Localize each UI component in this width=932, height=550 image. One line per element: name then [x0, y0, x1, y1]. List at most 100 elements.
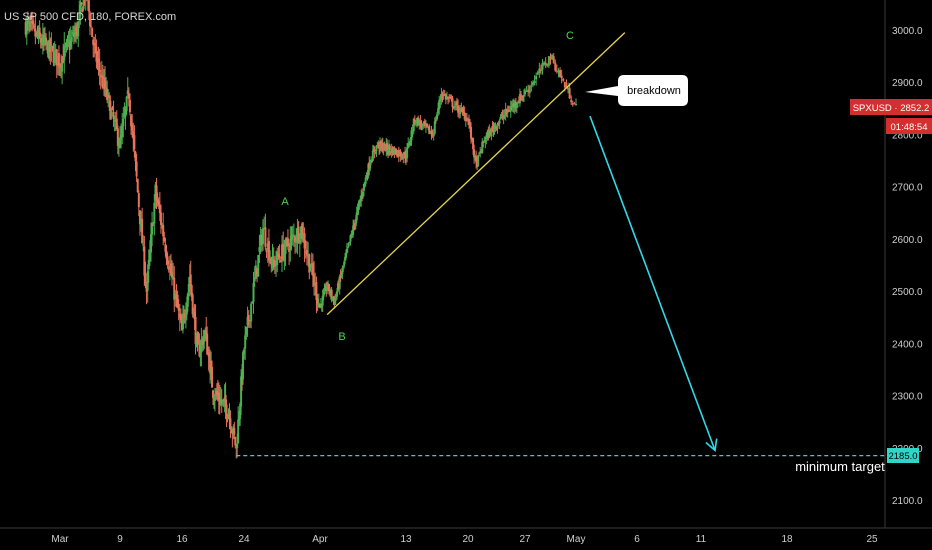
candle-body [248, 320, 251, 322]
candle-body [205, 330, 208, 334]
candle-body [307, 254, 310, 257]
candle-body [462, 111, 465, 113]
candle-body [176, 294, 179, 308]
last-price-tag[interactable]: SPXUSD · 2852.2 01:48:54 [850, 99, 932, 134]
candle-body [336, 291, 339, 297]
target-label: minimum target [795, 459, 885, 474]
candle-body [62, 56, 65, 63]
candle-body [264, 227, 267, 247]
candle-body [517, 101, 520, 103]
candle-body [108, 96, 111, 99]
candle-body [273, 260, 276, 267]
candle-body [279, 260, 282, 262]
candle-body [486, 132, 489, 136]
candle-body [506, 110, 509, 113]
candle-body [315, 282, 318, 301]
candle-body [270, 257, 273, 265]
candle-body [37, 30, 40, 40]
candle-body [327, 283, 330, 292]
candle-body [544, 62, 547, 65]
candle-body [74, 32, 76, 37]
candle-body [54, 49, 57, 53]
candle-body [237, 419, 240, 444]
candle-body [419, 120, 422, 125]
candle-body [211, 367, 214, 388]
candle-body [71, 32, 74, 34]
candle-body [490, 127, 493, 137]
candle-body [347, 242, 350, 247]
candle-body [266, 243, 269, 252]
candle-body [32, 20, 35, 25]
support-trendline[interactable] [326, 32, 626, 316]
candle-body [172, 276, 175, 280]
candle-body [136, 179, 139, 192]
candle-body [142, 244, 145, 246]
candle-body [145, 285, 148, 292]
time-axis[interactable]: Mar 9 16 24 Apr 13 20 27 May 6 11 18 25 [51, 534, 878, 545]
candle-body [69, 39, 72, 48]
time-tick-label: 6 [634, 534, 640, 545]
candle-body [254, 265, 257, 279]
candle-body [386, 143, 389, 151]
candle-body [382, 148, 385, 150]
candle-body [34, 28, 37, 37]
candle-body [519, 94, 522, 101]
candle-body [358, 201, 361, 205]
candle-body [64, 46, 67, 48]
candle-body [122, 118, 125, 127]
candle-body [458, 110, 461, 113]
candle-body [310, 263, 313, 268]
candle-body [80, 2, 83, 5]
candle-body [289, 238, 292, 250]
candle-body [547, 56, 550, 66]
candle-body [98, 62, 101, 72]
time-tick-label: Mar [51, 534, 69, 545]
candle-body [343, 261, 346, 266]
candle-body [35, 31, 38, 34]
candle-body [25, 21, 28, 35]
candle-body [135, 161, 138, 177]
candle-body [533, 80, 536, 84]
candle-body [90, 26, 93, 28]
candle-body [314, 282, 317, 284]
symbol-title[interactable]: US SP 500 CFD, 180, FOREX.com [4, 11, 176, 23]
candle-body [159, 212, 162, 225]
candle-body [424, 124, 427, 127]
candle-body [431, 134, 434, 136]
candlestick-series [24, 0, 577, 459]
candle-body [202, 339, 205, 345]
candle-body [505, 108, 508, 113]
candle-body [375, 145, 378, 152]
candle-body [414, 122, 417, 124]
target-price-tag[interactable]: 2185.0 [887, 448, 919, 463]
candle-body [508, 110, 511, 112]
candle-body [59, 65, 61, 69]
candle-body [141, 218, 144, 244]
candle-body [524, 90, 526, 95]
time-tick-label: 16 [176, 534, 188, 545]
candle-body [99, 74, 102, 78]
candle-body [161, 225, 164, 228]
candle-body [303, 233, 306, 249]
candle-body [467, 118, 469, 122]
candle-body [300, 226, 302, 239]
candle-body [281, 244, 283, 261]
candle-body [461, 108, 464, 112]
last-price-tag-bg [850, 99, 932, 115]
candle-body [263, 228, 266, 230]
time-tick-label: 24 [238, 534, 250, 545]
candle-body [426, 123, 429, 127]
candle-body [465, 118, 468, 122]
candle-body [60, 64, 63, 69]
candle-body [428, 125, 431, 134]
candle-body [309, 270, 312, 272]
candle-body [120, 134, 123, 140]
candle-body [66, 39, 69, 42]
candle-body [460, 108, 463, 110]
target-price-tag-bg [887, 448, 919, 463]
breakdown-callout[interactable]: breakdown [585, 75, 688, 106]
candle-body [221, 399, 224, 402]
projection-arrow-line[interactable] [589, 115, 716, 451]
candle-body [67, 41, 70, 43]
